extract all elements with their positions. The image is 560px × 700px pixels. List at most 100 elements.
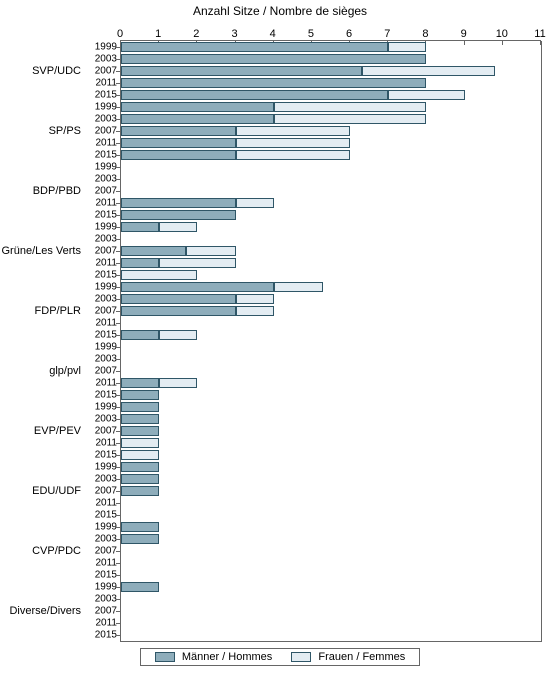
bar-segment (121, 78, 426, 88)
party-group-label: SP/PS (49, 125, 121, 137)
legend-swatch-female (291, 652, 311, 662)
bar-row: 2015 (121, 149, 541, 161)
bar-row: 2003 (121, 173, 541, 185)
bar-row: 1999 (121, 341, 541, 353)
bar-row: 2011 (121, 437, 541, 449)
bar-segment (236, 294, 274, 304)
bar-segment (388, 42, 426, 52)
x-tick-label: 7 (384, 28, 390, 40)
bar-row: 2011 (121, 617, 541, 629)
party-group-label: CVP/PDC (32, 545, 121, 557)
bar-segment (274, 102, 427, 112)
bar-segment (121, 42, 388, 52)
bar-segment (121, 222, 159, 232)
bar-row: 2007 (121, 365, 541, 377)
party-group-label: Grüne/Les Verts (2, 245, 122, 257)
x-tick-label: 8 (422, 28, 428, 40)
bar-segment (159, 330, 197, 340)
bar-row: 2003 (121, 533, 541, 545)
bar-segment (121, 378, 159, 388)
bar-row: 1999 (121, 101, 541, 113)
bar-segment (236, 138, 351, 148)
party-group-label: EDU/UDF (32, 485, 121, 497)
bar-row: 1999 (121, 521, 541, 533)
bar-segment (121, 102, 274, 112)
bar-segment (121, 198, 236, 208)
bar-segment (121, 330, 159, 340)
bar-row: 2003 (121, 353, 541, 365)
party-group-label: SVP/UDC (32, 65, 121, 77)
bar-row: 2011 (121, 257, 541, 269)
bar-row: 2003 (121, 233, 541, 245)
bar-row: 2007 (121, 125, 541, 137)
legend-swatch-male (155, 652, 175, 662)
x-tick-label: 1 (155, 28, 161, 40)
bar-segment (121, 534, 159, 544)
bar-segment (274, 282, 324, 292)
bar-row: 2003 (121, 413, 541, 425)
x-tick-label: 9 (461, 28, 467, 40)
x-axis: 01234567891011 (120, 20, 540, 41)
party-group-label: BDP/PBD (33, 185, 121, 197)
bar-row: 2011 (121, 317, 541, 329)
legend-item-female: Frauen / Femmes (291, 651, 405, 663)
bar-segment (121, 138, 236, 148)
bar-row: 2015 (121, 329, 541, 341)
bar-segment (186, 246, 236, 256)
bar-segment (388, 90, 464, 100)
bar-row: 1999 (121, 401, 541, 413)
bar-row: 2003 (121, 473, 541, 485)
bar-segment (274, 114, 427, 124)
bar-row: 2007 (121, 245, 541, 257)
bar-segment (121, 426, 159, 436)
bar-row: 2007 (121, 485, 541, 497)
bar-segment (121, 294, 236, 304)
bar-row: 2003 (121, 53, 541, 65)
bar-segment (362, 66, 496, 76)
bar-row: 2015 (121, 449, 541, 461)
bar-rows: 19992003200720112015SVP/UDC1999200320072… (120, 41, 542, 642)
bar-row: 2007 (121, 605, 541, 617)
bar-segment (236, 306, 274, 316)
bar-segment (121, 258, 159, 268)
party-group-label: Diverse/Divers (9, 605, 121, 617)
bar-row: 2015 (121, 629, 541, 641)
chart-title: Anzahl Sitze / Nombre de sièges (0, 0, 560, 20)
bar-segment (121, 462, 159, 472)
x-tick-label: 11 (534, 28, 545, 40)
x-tick-label: 6 (346, 28, 352, 40)
bar-segment (121, 150, 236, 160)
bar-segment (236, 150, 351, 160)
bar-row: 2011 (121, 377, 541, 389)
bar-segment (236, 126, 351, 136)
bar-segment (121, 54, 426, 64)
x-tick-label: 4 (270, 28, 276, 40)
legend-label-male: Männer / Hommes (182, 651, 272, 663)
bar-row: 1999 (121, 41, 541, 53)
bar-row: 2011 (121, 77, 541, 89)
bar-row: 2015 (121, 389, 541, 401)
bar-segment (121, 90, 388, 100)
bar-row: 2015 (121, 509, 541, 521)
bar-segment (121, 474, 159, 484)
bar-row: 1999 (121, 581, 541, 593)
bar-row: 2003 (121, 293, 541, 305)
bar-segment (121, 582, 159, 592)
bar-row: 2007 (121, 425, 541, 437)
x-tick-label: 10 (496, 28, 508, 40)
bar-segment (159, 378, 197, 388)
bar-row: 2007 (121, 65, 541, 77)
x-tick-label: 3 (231, 28, 237, 40)
bar-segment (159, 222, 197, 232)
bar-segment (121, 390, 159, 400)
legend: Männer / Hommes Frauen / Femmes (0, 642, 560, 672)
bar-segment (121, 522, 159, 532)
seat-chart: Anzahl Sitze / Nombre de sièges 01234567… (0, 0, 560, 672)
bar-segment (121, 414, 159, 424)
bar-row: 1999 (121, 461, 541, 473)
legend-box: Männer / Hommes Frauen / Femmes (140, 648, 420, 666)
party-group-label: glp/pvl (49, 365, 121, 377)
bar-row: 2007 (121, 185, 541, 197)
legend-label-female: Frauen / Femmes (318, 651, 405, 663)
legend-item-male: Männer / Hommes (155, 651, 273, 663)
